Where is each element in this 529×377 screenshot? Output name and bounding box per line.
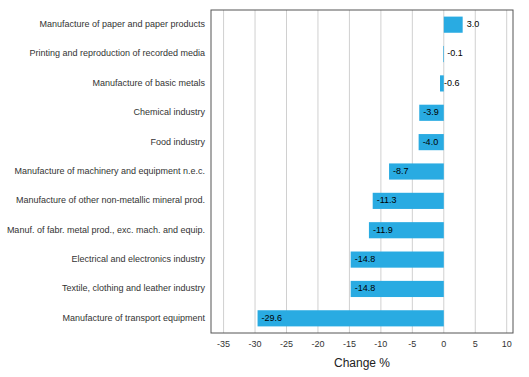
data-label: -29.6 [262,313,283,323]
category-label: Chemical industry [133,107,205,117]
bar [419,105,444,121]
category-label: Manuf. of fabr. metal prod., exc. mach. … [7,225,205,235]
tick-label: -20 [311,339,324,349]
bars [258,17,463,327]
chart: Manufacture of transport equipment Textil… [0,0,529,377]
bar [373,193,444,209]
category-label: Manufacture of paper and paper products [39,19,205,29]
grid-line [286,10,287,333]
data-label: -14.8 [355,254,376,264]
tick-label: -30 [249,339,262,349]
category-label: Manufacture of machinery and equipment n… [14,166,205,176]
data-label: -4.0 [423,137,439,147]
data-label: 3.0 [467,19,480,29]
category-label: Manufacture of transport equipment [62,313,205,323]
grid-line [255,10,256,333]
tick-label: 10 [502,339,512,349]
tick-label: -15 [343,339,356,349]
category-label: Manufacture of basic metals [92,78,205,88]
bar [351,252,444,268]
bar [369,222,444,238]
tick-label: -5 [408,339,416,349]
plot-frame [211,10,513,333]
data-label: -8.7 [393,166,409,176]
grid-line [317,10,318,333]
bar [351,281,444,297]
category-label: Food industry [150,137,205,147]
bar [443,46,445,62]
category-label: Electrical and electronics industry [71,254,205,264]
data-label: -3.9 [423,107,439,117]
data-label: -0.6 [444,78,460,88]
tick-label: -25 [280,339,293,349]
bar [444,17,463,33]
category-label: Textile, clothing and leather industry [62,283,206,293]
data-label: -14.8 [355,283,376,293]
grid-line [506,10,507,333]
axis-label: Change % [334,356,390,370]
category-label: Manufacture of other non-metallic minera… [16,195,205,205]
tick-label: 0 [441,339,446,349]
grid-line [475,10,476,333]
grid-line [349,10,350,333]
data-label: -11.3 [377,195,397,205]
bar [389,163,444,179]
grid-line [223,10,224,333]
category-label: Printing and reproduction of recorded me… [29,48,205,58]
bar [258,310,444,326]
tick-label: 5 [473,339,478,349]
tick-label: -35 [217,339,230,349]
data-label: -0.1 [447,48,463,58]
data-label: -11.9 [373,225,393,235]
bar [419,134,444,150]
tick-label: -10 [374,339,387,349]
